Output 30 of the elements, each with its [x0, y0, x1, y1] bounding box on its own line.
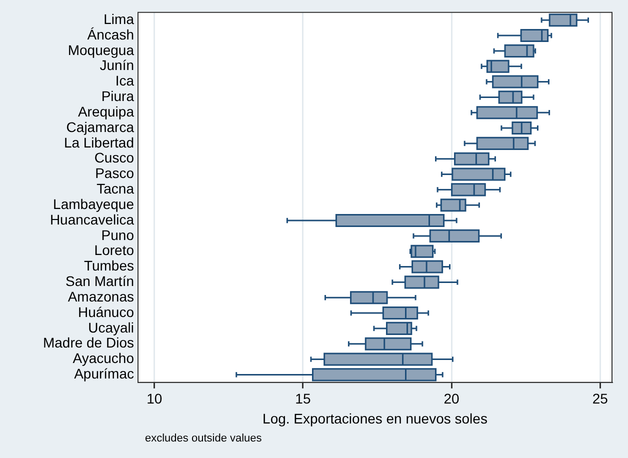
y-tick-label: Apurímac [74, 366, 134, 382]
y-tick-label: San Martín [66, 273, 134, 290]
y-tick-label: Tumbes [84, 258, 134, 274]
y-tick-label: Huánuco [78, 304, 134, 320]
y-tick-label: Cusco [94, 150, 134, 166]
y-tick-label: Cajamarca [66, 118, 134, 135]
y-tick-label: Pasco [95, 165, 134, 182]
y-tick-label: Lambayeque [53, 196, 134, 212]
x-tick-label: 15 [295, 390, 311, 407]
y-tick-label: Moquegua [68, 42, 134, 58]
y-tick-label: Áncash [87, 26, 134, 42]
y-tick-label: La Libertad [64, 134, 134, 150]
y-tick-label: Lima [104, 10, 134, 27]
y-tick-label: Junín [100, 57, 134, 74]
y-tick-label: Puno [101, 226, 134, 243]
y-tick-label: Amazonas [68, 288, 134, 304]
y-tick-label: Tacna [96, 180, 134, 197]
y-tick-label: Loreto [94, 242, 134, 258]
y-tick-label: Madre de Dios [42, 334, 134, 351]
x-axis-title: Log. Exportaciones en nuevos soles [262, 410, 488, 426]
text: excludes outside values [145, 432, 262, 445]
y-tick-label: Piura [101, 88, 134, 104]
y-tick-label: Ayacucho [72, 350, 134, 366]
y-tick-label: Arequipa [78, 103, 134, 120]
x-tick-label: 10 [146, 390, 162, 407]
x-tick-label: 25 [592, 390, 608, 407]
x-tick-label: 20 [444, 390, 460, 407]
y-tick-label: Huancavelica [50, 211, 134, 228]
y-tick-label: Ucayali [88, 319, 134, 336]
y-tick-label: Ica [115, 72, 134, 89]
